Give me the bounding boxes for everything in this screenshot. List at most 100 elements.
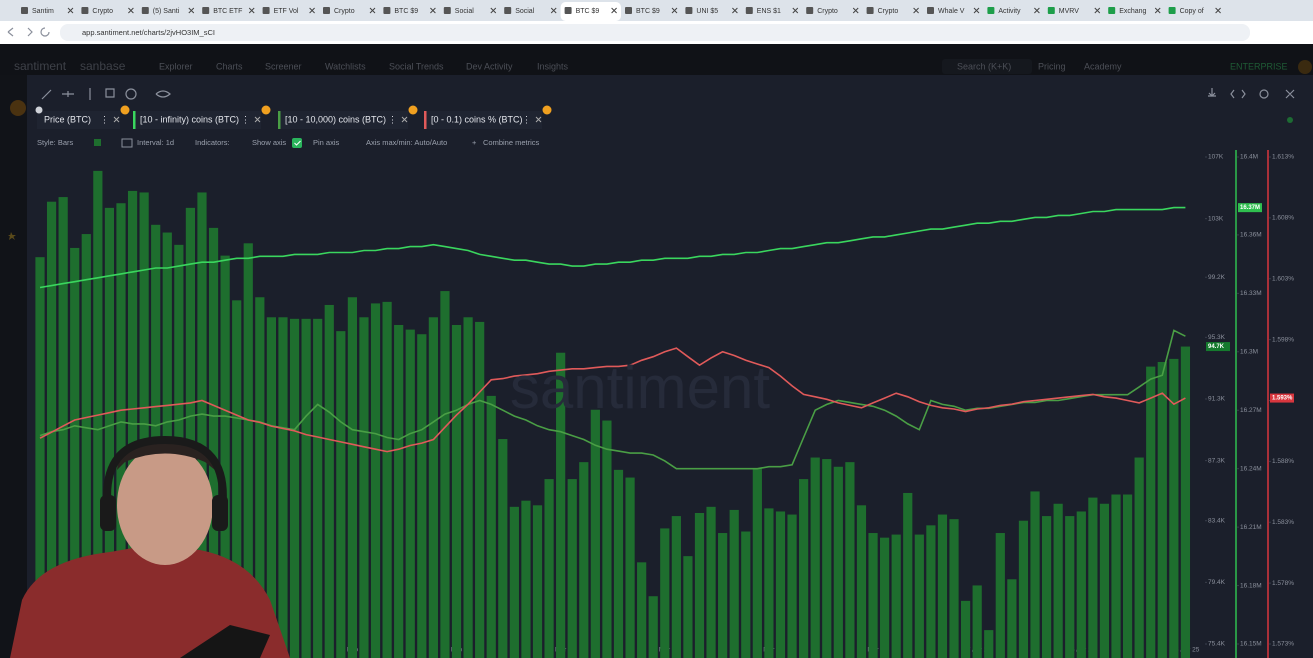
bar [625,477,635,658]
bar [845,462,855,658]
nav-buttons[interactable] [7,27,50,37]
axis-range[interactable]: Axis max/min: Auto/Auto [366,138,447,147]
tab-title[interactable]: (5) Santi [153,8,180,15]
combine-metrics[interactable]: Combine metrics [483,138,540,147]
enterprise[interactable]: ENTERPRISE [1230,61,1288,71]
bar [197,192,207,658]
nav-link[interactable]: Dev Activity [466,61,513,71]
metric-chip[interactable] [424,111,542,129]
tab-title[interactable]: UNI $5 [696,8,718,15]
bar [463,317,473,658]
metric-menu[interactable]: ⋮ [522,114,531,124]
tab-title[interactable]: ENS $1 [757,8,781,15]
tab-title[interactable]: Social [455,8,475,15]
tab-icon [323,7,330,14]
star-icon [8,232,16,240]
tool-icons[interactable] [41,88,171,100]
tab-title[interactable]: Crypto [817,8,838,15]
metric-name[interactable]: Price (BTC) [44,114,91,124]
address-bar[interactable] [60,24,1250,41]
nav-link[interactable]: Explorer [159,61,193,71]
tab-close[interactable] [128,7,134,14]
tab-title[interactable]: Crypto [334,8,355,15]
style[interactable]: Style: Bars [37,138,74,147]
badge-label: 16.37M [1240,205,1260,211]
tab-title[interactable]: Social [515,8,535,15]
y-tick-label: 87.3K [1208,457,1226,464]
tab-close[interactable] [188,7,195,14]
tab-close[interactable] [611,7,617,14]
color-swatch[interactable] [94,139,101,146]
tab-close[interactable] [430,7,436,14]
indicators[interactable]: Indicators: [195,138,230,147]
tab-close[interactable] [1094,7,1101,14]
tab-close[interactable] [852,7,859,14]
tab-title[interactable]: Crypto [878,8,899,15]
bar [1076,511,1086,658]
tab-close[interactable] [309,7,315,14]
tab-title[interactable]: Copy of [1180,8,1204,15]
metric-name[interactable]: [10 - infinity) coins (BTC) [140,114,239,124]
tab-close[interactable] [671,7,678,14]
toolbar [41,88,1295,123]
tab-title[interactable]: BTC $9 [576,8,600,15]
tab-close[interactable] [1154,7,1161,14]
tab-title[interactable]: ETF Vol [274,8,299,15]
nav-link[interactable]: Charts [216,61,243,71]
tab-title[interactable]: Crypto [92,8,113,15]
metric-chip[interactable] [133,111,261,129]
tab-title[interactable]: BTC ETF [213,8,242,15]
action-icons[interactable] [1208,88,1295,99]
tab-close[interactable] [732,7,738,14]
tab-close[interactable] [792,7,799,14]
avatar[interactable] [1298,60,1312,74]
metric-remove[interactable] [535,116,542,123]
tab-close[interactable] [1034,7,1040,14]
metric-menu[interactable]: ⋮ [388,114,397,124]
metric-chip[interactable] [37,111,120,129]
show-axis-checkbox[interactable] [292,138,302,148]
tab-title[interactable]: BTC $9 [394,8,418,15]
tab-icon [625,7,632,14]
search-box[interactable] [942,59,1032,74]
tab-close[interactable] [973,7,980,14]
tab-close[interactable] [550,7,557,14]
metric-remove[interactable] [113,116,120,123]
bar [602,420,612,658]
metric-name[interactable]: [10 - 10,000) coins (BTC) [285,114,386,124]
tab-close[interactable] [913,7,919,14]
nav-link[interactable]: Insights [537,61,569,71]
y-tick-label: 16.21M [1240,524,1262,531]
nav-link[interactable]: Screener [265,61,302,71]
bar [637,562,647,658]
nav-link[interactable]: Social Trends [389,61,444,71]
nav-link[interactable]: Academy [1084,61,1122,71]
tab-title[interactable]: Santim [32,8,54,15]
nav-link[interactable]: Watchlists [325,61,366,71]
active-tab[interactable] [560,2,621,21]
tab-title[interactable]: MVRV [1059,8,1079,15]
tab-title[interactable]: Activity [998,8,1021,15]
metric-name[interactable]: [0 - 0.1) coins % (BTC) [431,114,523,124]
metric-menu[interactable]: ⋮ [241,114,250,124]
interval[interactable]: Interval: 1d [137,138,174,147]
tab-icon [866,7,874,14]
bar [799,479,809,658]
nav-link[interactable]: Pricing [1038,61,1066,71]
tab-title[interactable]: BTC $9 [636,8,660,15]
tab-close[interactable] [248,7,255,14]
tab-close[interactable] [1215,7,1221,14]
metric-chip[interactable] [278,111,408,129]
tab-close[interactable] [490,7,497,14]
metric-remove[interactable] [401,116,408,123]
tab-close[interactable] [369,7,376,14]
tab-title[interactable]: Whale V [938,8,965,15]
metric-menu[interactable]: ⋮ [100,114,109,124]
tab-close[interactable] [67,7,74,14]
tab-title[interactable]: Exchang [1119,8,1146,15]
bar [220,255,230,658]
pin-axis[interactable]: Pin axis [313,138,340,147]
webcam [10,435,290,658]
metric-remove[interactable] [254,116,261,123]
tab-icon [262,7,270,14]
